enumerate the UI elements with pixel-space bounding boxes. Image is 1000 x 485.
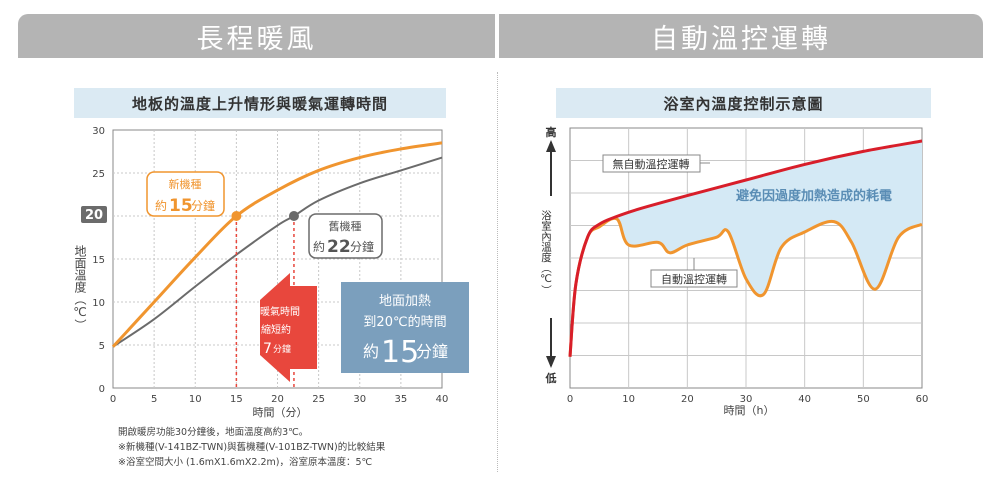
left-xtick: 40 — [436, 394, 449, 405]
box-line2: 到20℃的時間 — [363, 314, 446, 330]
energy-saving-area — [570, 141, 922, 357]
left-xtick: 10 — [189, 394, 202, 405]
new-model-minutes: 15 — [169, 196, 193, 216]
old-model-suffix: 分鐘 — [350, 239, 374, 254]
new-model-name: 新機種 — [169, 177, 202, 191]
right-xlabel: 時間（h） — [724, 404, 775, 417]
right-ylabel: 浴室內溫度（℃） — [540, 210, 552, 296]
left-xtick: 20 — [271, 394, 284, 405]
old-model-marker — [288, 211, 299, 221]
left-xtick: 5 — [151, 394, 157, 405]
footnote: ※新機種(V-141BZ-TWN)與舊機種(V-101BZ-TWN)的比較結果 — [118, 442, 386, 453]
heating-time-box — [341, 282, 469, 373]
right-xtick: 30 — [740, 394, 753, 405]
no-control-label: 無自動溫控運轉 — [613, 157, 690, 171]
new-model-suffix: 分鐘 — [191, 198, 215, 213]
footnote: 開啟暖房功能30分鐘後，地面溫度高約3℃。 — [118, 427, 309, 438]
old-model-line — [112, 156, 443, 348]
right-xtick: 50 — [857, 394, 870, 405]
box-line1: 地面加熱 — [379, 294, 431, 309]
old-model-name: 舊機種 — [329, 219, 362, 233]
box-suffix: 分鐘 — [416, 342, 448, 361]
left-ytick: 5 — [99, 341, 105, 352]
left-xtick: 30 — [353, 394, 366, 405]
y-down-arrow-head — [546, 356, 556, 368]
header-auto-temp-control: 自動溫控運轉 — [499, 14, 983, 58]
footnote: ※浴室空間大小 (1.6mX1.6mX2.2m)，浴室原本溫度：5℃ — [118, 457, 373, 468]
left-ticks: 0 5 10 15 20 25 30 35 40 0 5 10 15 25 30 — [92, 126, 448, 405]
arrow-line1: 暖氣時間 — [260, 305, 300, 318]
header-long-warm-air: 長程暖風 — [18, 14, 495, 58]
right-ticks: 0 10 20 30 40 50 60 — [567, 394, 929, 405]
left-xtick: 35 — [395, 394, 408, 405]
left-chart-title: 地板的溫度上升情形與暖氣運轉時間 — [74, 88, 446, 118]
left-ytick: 0 — [99, 384, 105, 395]
old-model-prefix: 約 — [313, 239, 325, 254]
old-model-callout — [308, 213, 383, 259]
right-xtick: 20 — [681, 394, 694, 405]
saving-label: 避免因過度加熱造成的耗電 — [736, 188, 892, 204]
footnotes: 開啟暖房功能30分鐘後，地面溫度高約3℃。 ※新機種(V-141BZ-TWN)與… — [118, 425, 385, 470]
left-xtick: 25 — [312, 394, 325, 405]
left-ytick: 10 — [92, 298, 105, 309]
right-chart-title: 浴室內溫度控制示意圖 — [556, 88, 931, 118]
new-model-callout — [146, 171, 225, 217]
box-prefix: 約 — [363, 342, 379, 361]
new-model-prefix: 約 — [155, 198, 167, 213]
y-up-arrow-head — [546, 140, 556, 152]
shortened-arrow — [260, 273, 317, 382]
left-ytick: 30 — [92, 126, 105, 137]
left-xlabel: 時間（分） — [253, 406, 308, 419]
arrow-unit: 分鐘 — [273, 343, 291, 355]
left-ytick: 15 — [92, 255, 105, 266]
arrow-minutes: 7 — [263, 341, 272, 357]
y-high-label: 高 — [546, 125, 557, 139]
old-model-minutes: 22 — [327, 237, 351, 257]
left-xtick: 15 — [230, 394, 243, 405]
section-divider — [497, 72, 498, 472]
right-xtick: 0 — [567, 394, 573, 405]
highlight-tick-bg — [81, 206, 107, 223]
highlight-tick-label: 20 — [85, 208, 103, 223]
right-xtick: 60 — [916, 394, 929, 405]
left-ylabel: 地面溫度（℃） — [73, 245, 87, 331]
auto-label: 自動溫控運轉 — [661, 272, 727, 286]
left-ytick: 25 — [92, 169, 105, 180]
right-xtick: 40 — [798, 394, 811, 405]
left-xtick: 0 — [110, 394, 116, 405]
right-xtick: 10 — [622, 394, 635, 405]
y-low-label: 低 — [545, 371, 557, 385]
no-control-line — [568, 139, 923, 357]
box-minutes: 15 — [381, 335, 419, 370]
new-model-line — [111, 141, 443, 348]
arrow-line2: 縮短約 — [261, 323, 291, 336]
auto-control-line — [568, 216, 923, 357]
new-model-marker — [231, 211, 242, 221]
